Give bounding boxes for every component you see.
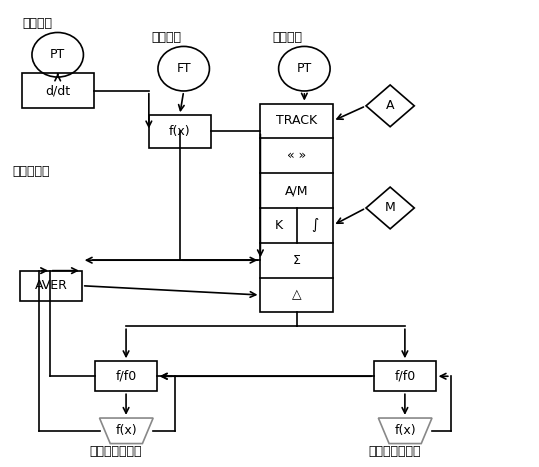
Text: d/dt: d/dt [45, 84, 71, 97]
Bar [149, 115, 211, 148]
Text: PT: PT [50, 48, 65, 61]
Text: △: △ [292, 289, 301, 302]
Text: f/f0: f/f0 [115, 370, 137, 383]
Text: 主汽流量: 主汽流量 [151, 31, 182, 44]
Text: PT: PT [297, 62, 312, 75]
Text: 右侧给煤机转速: 右侧给煤机转速 [369, 446, 421, 459]
Bar [22, 73, 94, 108]
Text: M: M [385, 201, 396, 214]
Text: FT: FT [176, 62, 191, 75]
Text: Σ: Σ [293, 254, 301, 267]
Text: f(x): f(x) [115, 425, 137, 437]
Text: 左侧给煤机转速: 左侧给煤机转速 [90, 446, 142, 459]
Text: AVER: AVER [34, 279, 67, 292]
Text: A: A [386, 99, 395, 113]
Text: 至送风调节: 至送风调节 [12, 165, 50, 178]
Text: 汽包压力: 汽包压力 [23, 17, 53, 30]
Bar [374, 361, 436, 391]
Text: « »: « » [287, 149, 306, 162]
Text: f/f0: f/f0 [394, 370, 416, 383]
Text: ∫: ∫ [311, 219, 319, 233]
Text: A/M: A/M [285, 184, 308, 197]
Bar [260, 104, 333, 312]
Text: K: K [274, 219, 282, 232]
Bar [20, 271, 82, 301]
Text: TRACK: TRACK [276, 114, 317, 127]
Text: 主汽压力: 主汽压力 [272, 31, 302, 44]
Text: f(x): f(x) [395, 425, 416, 437]
Bar [95, 361, 157, 391]
Text: f(x): f(x) [169, 125, 190, 138]
